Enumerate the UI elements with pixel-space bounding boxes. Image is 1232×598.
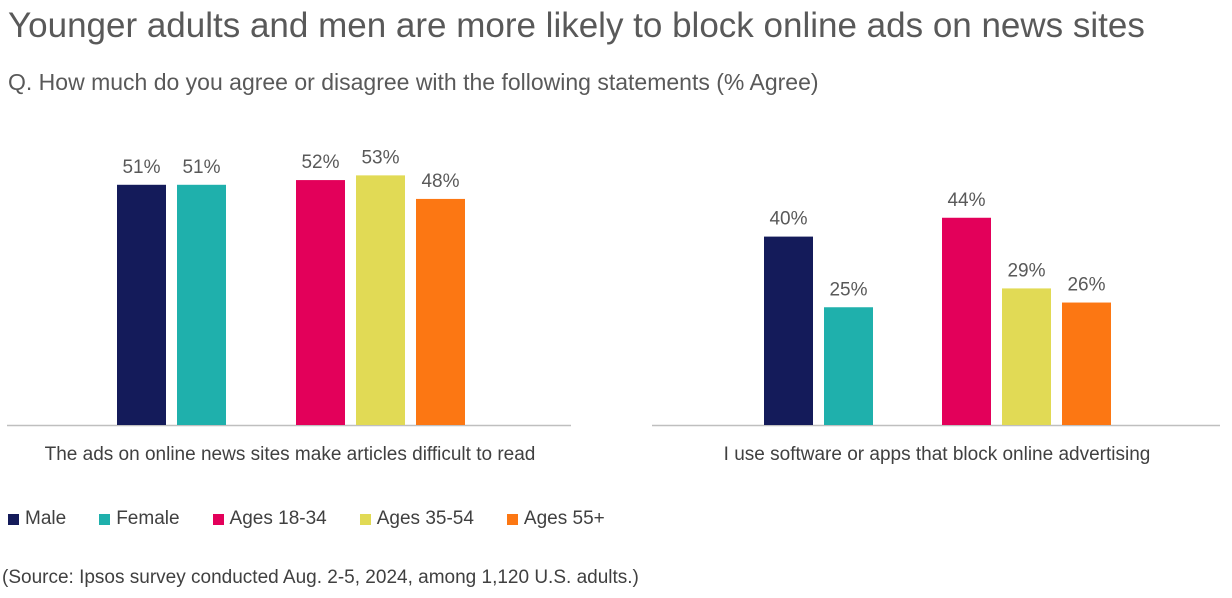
bar bbox=[416, 198, 465, 425]
data-label: 53% bbox=[361, 147, 399, 168]
legend-label: Female bbox=[116, 508, 180, 529]
legend-item: Ages 35-54 bbox=[359, 508, 474, 530]
data-label: 40% bbox=[769, 209, 807, 230]
category-label: I use software or apps that block online… bbox=[724, 444, 1151, 465]
legend-label: Male bbox=[25, 508, 67, 529]
legend-item: Ages 55+ bbox=[506, 508, 605, 530]
data-label: 48% bbox=[421, 171, 459, 192]
legend-item: Ages 18-34 bbox=[212, 508, 327, 530]
data-label: 26% bbox=[1067, 275, 1105, 296]
data-label: 44% bbox=[947, 190, 985, 211]
category-group: 51% 51% 52% 53% 48% The ads on online news si… bbox=[7, 147, 571, 465]
data-label: 52% bbox=[301, 152, 339, 173]
bar bbox=[1002, 288, 1051, 425]
bar bbox=[177, 184, 226, 425]
legend-swatch bbox=[8, 513, 19, 525]
bar bbox=[296, 180, 345, 425]
category-label: The ads on online news sites make articl… bbox=[45, 444, 536, 465]
legend-label: Ages 35-54 bbox=[376, 508, 474, 529]
bar-chart: 51% 51% 52% 53% 48% The ads on online news si… bbox=[7, 147, 1220, 465]
legend-swatch bbox=[359, 513, 371, 525]
bar bbox=[1062, 302, 1111, 425]
legend-label: Ages 55+ bbox=[523, 508, 605, 529]
chart-title: Younger adults and men are more likely t… bbox=[8, 6, 1145, 45]
bar bbox=[764, 236, 813, 425]
legend-swatch bbox=[506, 513, 518, 525]
bar bbox=[942, 217, 991, 425]
legend-swatch bbox=[99, 513, 111, 525]
data-label: 25% bbox=[829, 279, 867, 300]
legend: Male Female Ages 18-34 Ages 35-54 Ages 55+ bbox=[8, 508, 638, 530]
legend-item: Male bbox=[8, 508, 66, 530]
legend-item: Female bbox=[99, 508, 180, 530]
legend-swatch bbox=[212, 513, 224, 525]
source-note: (Source: Ipsos survey conducted Aug. 2-5… bbox=[2, 567, 639, 588]
legend-label: Ages 18-34 bbox=[229, 508, 327, 529]
chart-subtitle: Q. How much do you agree or disagree wit… bbox=[8, 69, 819, 95]
bar bbox=[824, 307, 873, 425]
category-group: 40% 25% 44% 29% 26% I use software or apps th… bbox=[652, 190, 1220, 465]
bar bbox=[117, 184, 166, 425]
data-label: 29% bbox=[1007, 260, 1045, 281]
bar bbox=[356, 175, 405, 425]
data-label: 51% bbox=[182, 157, 220, 178]
data-label: 51% bbox=[122, 157, 160, 178]
